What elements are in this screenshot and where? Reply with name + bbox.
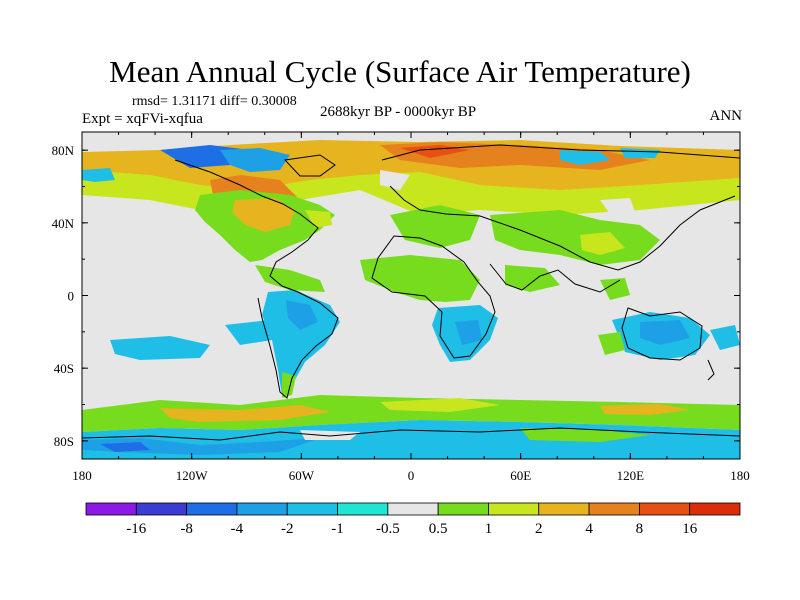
colorbar-label: -8 <box>180 521 193 537</box>
lon-label: 120E <box>617 468 645 483</box>
season-label: ANN <box>709 108 743 124</box>
colorbar-label: -0.5 <box>376 521 400 537</box>
africa-eurasia-region <box>360 170 660 362</box>
south-america-region <box>110 290 340 398</box>
lat-label: 80N <box>52 143 75 158</box>
time-period-label: 2688kyr BP - 0000kyr BP <box>320 104 477 120</box>
colorbar-swatch <box>186 502 238 516</box>
colorbar-label: 16 <box>682 521 698 537</box>
lon-label: 60E <box>510 468 531 483</box>
colorbar-swatch <box>135 502 188 516</box>
colorbar: -16 -8 -4 -2 -1 -0.5 0.5 1 2 4 8 16 <box>85 502 741 537</box>
lat-label: 40S <box>54 361 74 376</box>
colorbar-label: 4 <box>585 521 593 537</box>
colorbar-label: -1 <box>331 521 344 537</box>
colorbar-label: -16 <box>126 521 146 537</box>
rmsd-diff-stats: rmsd= 1.31171 diff= 0.30008 <box>132 94 297 109</box>
colorbar-swatch <box>538 502 590 516</box>
experiment-label: Expt = xqFVi-xqfua <box>82 111 203 127</box>
map-area <box>82 132 740 459</box>
latitude-axis: 80N 40N 0 40S 80S <box>52 143 740 449</box>
colorbar-swatch <box>638 502 691 516</box>
lon-label: 0 <box>408 468 415 483</box>
colorbar-label: 1 <box>485 521 493 537</box>
colorbar-swatch <box>286 502 338 516</box>
lon-label: 180 <box>72 468 92 483</box>
lat-label: 80S <box>54 434 74 449</box>
lat-label: 0 <box>68 289 75 304</box>
lon-label: 60W <box>289 468 315 483</box>
colorbar-swatch <box>488 502 540 516</box>
colorbar-label: -2 <box>281 521 294 537</box>
coastlines <box>82 144 740 441</box>
longitude-axis: 180 120W 60W 0 60E 120E 180 <box>72 132 750 483</box>
lon-label: 180 <box>730 468 750 483</box>
colorbar-swatch <box>588 502 640 516</box>
colorbar-label: -4 <box>231 521 244 537</box>
lon-label: 120W <box>176 468 209 483</box>
colorbar-swatch <box>85 502 137 516</box>
colorbar-swatch <box>337 502 389 516</box>
colorbar-swatch <box>236 502 288 516</box>
colorbar-swatch <box>689 502 741 516</box>
australia-region <box>598 312 740 360</box>
lat-label: 40N <box>52 216 75 231</box>
colorbar-label: 2 <box>535 521 543 537</box>
colorbar-label: 8 <box>636 521 644 537</box>
colorbar-label: 0.5 <box>429 521 448 537</box>
colorbar-swatch <box>437 502 489 516</box>
colorbar-swatch <box>387 502 439 516</box>
plot-title: Mean Annual Cycle (Surface Air Temperatu… <box>109 54 691 89</box>
southern-ocean-region <box>82 395 740 459</box>
north-america-region <box>195 190 335 292</box>
